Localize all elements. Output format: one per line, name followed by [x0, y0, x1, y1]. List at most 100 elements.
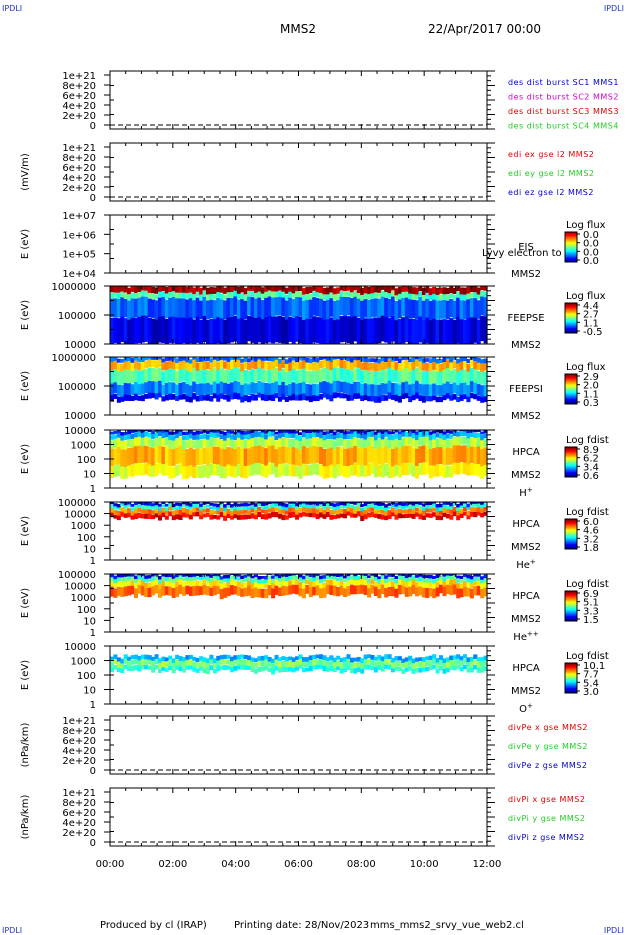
panel-9-spectrogram-cell: [202, 662, 207, 669]
panel-4-spectrogram-cell: [164, 318, 169, 344]
panel-4-spectrogram-cell: [236, 299, 241, 320]
panel-9-spectrogram-cell: [164, 662, 169, 668]
panel-7-spectrogram-cell: [356, 502, 361, 504]
panel-9-spectrogram-cell: [236, 665, 241, 670]
panel-5-spectrogram-cell: [439, 371, 444, 386]
panel-6-spectrogram-cell: [209, 446, 214, 464]
panel-5-spectrogram-cell: [295, 370, 300, 385]
panel-6-spectrogram-cell: [240, 434, 245, 441]
panel-9-spectrogram-cell: [281, 656, 286, 661]
panel-6-spectrogram-cell: [274, 449, 279, 468]
panel-5-spectrogram-cell: [363, 394, 368, 401]
panel-9-spectrogram-cell: [288, 661, 293, 668]
panel-5-spectrogram-cell: [216, 362, 221, 371]
panel-8-spectrogram-cell: [202, 584, 207, 595]
panel-7-spectrogram-cell: [144, 505, 149, 510]
panel-5-spectrogram-cell: [456, 359, 461, 364]
panel-5-spectrogram-cell: [336, 359, 341, 367]
panel-5-spectrogram-cell: [332, 359, 337, 369]
panel-5-colorbar-title: Log flux: [566, 362, 606, 373]
panel-7-spectrogram-cell: [120, 503, 125, 507]
panel-7-spectrogram-cell: [343, 505, 348, 509]
panel-5-spectrogram-cell: [151, 381, 156, 394]
panel-6-spectrogram-cell: [154, 432, 159, 438]
panel-4-spectrogram-cell: [257, 316, 262, 343]
panel-8-spectrogram-cell: [284, 574, 289, 577]
panel-7-spectrogram-cell: [408, 502, 413, 505]
panel-4-spectrogram-cell: [267, 315, 272, 343]
panel-7-spectrogram-cell: [291, 503, 296, 507]
panel-8-spectrogram-cell: [212, 580, 217, 585]
panel-6-spectrogram-cell: [202, 438, 207, 447]
panel-8-spectrogram-cell: [339, 576, 344, 582]
panel-9-spectrogram-cell: [144, 654, 149, 660]
panel-6-spectrogram-cell: [476, 446, 481, 465]
panel-8-spectrogram-cell: [168, 581, 173, 587]
panel-6-spectrogram-cell: [144, 431, 149, 437]
panel-8-spectrogram-cell: [391, 577, 396, 582]
panel-7-spectrogram-cell: [271, 502, 276, 504]
panel-7-spectrogram-cell: [319, 512, 324, 518]
panel-5-spectrogram-cell: [401, 357, 406, 361]
panel-5-spectrogram-cell: [116, 396, 121, 403]
panel-6-spectrogram-cell: [370, 430, 375, 432]
panel-4-spectrogram-cell: [346, 316, 351, 344]
panel-5-spectrogram-cell: [181, 368, 186, 382]
panel-5-colorbar-swatch: [565, 395, 577, 397]
panel-7-spectrogram-cell: [319, 502, 324, 505]
panel-4-spectrogram-cell: [140, 296, 145, 317]
panel-8-spectrogram-cell: [356, 575, 361, 581]
panel-7-spectrogram-cell: [428, 505, 433, 509]
panel-8-spectrogram-cell: [168, 586, 173, 596]
panel-8-spectrogram-cell: [456, 575, 461, 579]
panel-4-spectrogram-cell: [216, 317, 221, 344]
panel-6-spectrogram-cell: [480, 435, 485, 441]
panel-5-colorbar-swatch: [565, 375, 577, 377]
panel-4-spectrogram-cell: [120, 291, 125, 297]
panel-7-spectrogram-cell: [240, 506, 245, 511]
panel-6-colorbar-swatch: [565, 447, 577, 449]
panel-5-spectrogram-cell: [209, 396, 214, 402]
panel-8-spectrogram-cell: [315, 574, 320, 577]
panel-3-overlay-text: Lyvy electron to: [482, 248, 562, 259]
panel-9-spectrogram-cell: [404, 667, 409, 672]
panel-5-spectrogram-cell: [110, 395, 115, 402]
panel-7-spectrogram-cell: [110, 508, 115, 514]
panel-5-spectrogram-cell: [442, 395, 447, 401]
panel-9-spectrogram-cell: [243, 659, 248, 666]
panel-5-spectrogram-cell: [473, 394, 478, 400]
panel-9-spectrogram-cell: [219, 659, 224, 665]
panel-6-spectrogram-cell: [267, 437, 272, 446]
panel-8-spectrogram-cell: [171, 582, 176, 589]
panel-4-spectrogram-cell: [397, 293, 402, 300]
panel-7-spectrogram-cell: [247, 506, 252, 511]
panel-5-spectrogram-cell: [370, 362, 375, 371]
panel-8-spectrogram-cell: [250, 583, 255, 589]
panel-4-spectrogram-cell: [445, 300, 450, 320]
panel-4-spectrogram-cell: [463, 300, 468, 320]
panel-5-spectrogram-cell: [401, 382, 406, 395]
panel-4-spectrogram-cell: [353, 315, 358, 342]
panel-5-spectrogram-cell: [181, 393, 186, 400]
panel-9-spectrogram-cell: [277, 657, 282, 662]
panel-10-legend-entry: divPe z gse MMS2: [508, 761, 587, 770]
panel-6-spectrogram-cell: [315, 430, 320, 434]
panel-8-spectrogram-cell: [154, 575, 159, 581]
panel-9-colorbar-swatch: [565, 664, 577, 666]
panel-9-spectrogram-cell: [271, 663, 276, 670]
panel-5-spectrogram-cell: [404, 392, 409, 399]
panel-8-spectrogram-cell: [483, 578, 488, 583]
panel-5-spectrogram-cell: [456, 371, 461, 386]
panel-7-colorbar-swatch: [565, 519, 577, 521]
panel-4-spectrogram-cell: [209, 294, 214, 300]
panel-7-spectrogram-cell: [168, 511, 173, 517]
panel-5-colorbar-swatch: [565, 376, 577, 379]
panel-8-colorbar-swatch: [565, 593, 577, 596]
panel-8-spectrogram-cell: [315, 585, 320, 596]
panel-5-spectrogram-cell: [432, 383, 437, 395]
panel-5-spectrogram-cell: [329, 383, 334, 396]
panel-6-spectrogram-cell: [459, 430, 464, 432]
panel-9-spectrogram-cell: [442, 658, 447, 664]
panel-5-spectrogram-cell: [154, 368, 159, 383]
panel-10-ytick-label: 2e+20: [62, 756, 96, 767]
